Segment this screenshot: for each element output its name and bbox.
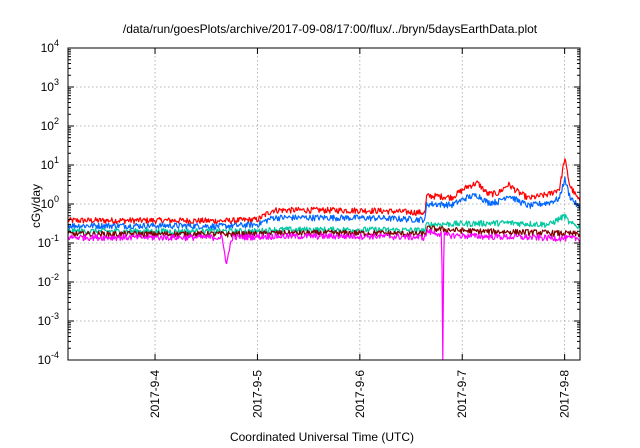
y-tick-label: 103 bbox=[41, 77, 59, 94]
y-tick-label: 102 bbox=[41, 116, 59, 133]
x-tick-label: 2017-9-7 bbox=[455, 370, 469, 418]
series-line-3 bbox=[68, 213, 580, 236]
y-tick-label: 101 bbox=[41, 155, 59, 172]
y-tick-label: 10-3 bbox=[38, 311, 59, 328]
x-axis-label: Coordinated Universal Time (UTC) bbox=[230, 430, 414, 444]
series-line-2 bbox=[68, 176, 580, 230]
grid bbox=[68, 48, 580, 360]
x-tick-label: 2017-9-8 bbox=[558, 370, 572, 418]
x-tick-label: 2017-9-6 bbox=[353, 370, 367, 418]
y-axis-label: cGy/day bbox=[29, 184, 43, 228]
series-line-5 bbox=[68, 229, 580, 360]
x-tick-label: 2017-9-5 bbox=[250, 370, 264, 418]
series-layer bbox=[68, 158, 580, 360]
ticks: 10-4 10-3 10-2 10-1 100 101 102 103 104 2017-9-4 2… bbox=[38, 38, 580, 418]
x-tick-label: 2017-9-4 bbox=[148, 370, 162, 418]
series-line-4 bbox=[68, 225, 580, 238]
y-tick-label: 10-2 bbox=[38, 272, 59, 289]
y-tick-label: 10-4 bbox=[38, 350, 59, 367]
y-tick-label: 104 bbox=[41, 38, 59, 55]
series-line-1 bbox=[68, 158, 580, 225]
chart-title: /data/run/goesPlots/archive/2017-09-08/1… bbox=[123, 22, 538, 36]
y-tick-label: 10-1 bbox=[38, 233, 59, 250]
y-tick-label: 100 bbox=[41, 194, 59, 211]
